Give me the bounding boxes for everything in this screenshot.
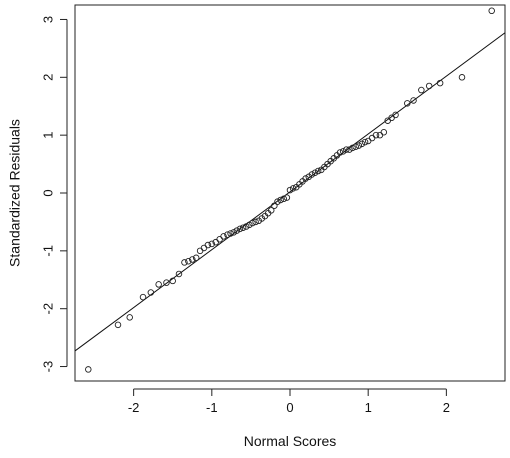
y-axis-title: Standardized Residuals: [7, 119, 23, 267]
y-tick-label: -2: [40, 303, 55, 315]
data-point: [355, 142, 363, 149]
data-point: [277, 196, 284, 204]
data-point: [147, 289, 155, 296]
data-point: [163, 279, 170, 286]
data-point: [175, 270, 183, 278]
data-point: [267, 207, 275, 214]
data-point: [425, 82, 433, 90]
y-tick-label: 1: [40, 132, 55, 139]
data-point: [339, 148, 347, 155]
data-point: [376, 131, 384, 139]
data-point: [242, 223, 250, 230]
data-point: [346, 146, 353, 153]
data-point: [352, 143, 359, 150]
data-point: [308, 171, 316, 178]
data-point: [204, 241, 212, 249]
data-point: [274, 198, 281, 205]
data-point: [283, 194, 291, 201]
x-axis: -2 -1 0 1 2: [128, 388, 450, 415]
data-point: [169, 277, 176, 285]
data-point: [200, 244, 208, 252]
data-point: [252, 218, 259, 226]
x-axis-title: Normal Scores: [244, 433, 337, 449]
data-point: [488, 7, 495, 15]
y-tick-label: -3: [40, 361, 55, 373]
y-tick-label: 0: [40, 189, 55, 196]
reference-line: [75, 32, 505, 352]
data-point: [271, 202, 278, 209]
data-point: [458, 74, 466, 81]
data-point: [289, 185, 297, 192]
data-point: [216, 236, 223, 243]
data-point: [311, 169, 319, 177]
data-point: [343, 146, 350, 153]
data-point: [358, 140, 366, 148]
data-point: [196, 247, 204, 255]
data-point: [280, 195, 287, 203]
data-point: [249, 219, 256, 227]
data-point: [368, 134, 376, 142]
y-tick-label: -1: [40, 245, 55, 257]
data-point: [189, 256, 196, 263]
y-tick-label: 3: [40, 16, 55, 23]
data-point: [239, 224, 247, 231]
data-point: [361, 138, 369, 146]
data-point: [410, 97, 417, 104]
data-point: [404, 100, 411, 107]
data-point: [380, 129, 388, 136]
data-point: [436, 79, 444, 87]
data-point: [181, 259, 188, 266]
data-point: [349, 144, 356, 152]
data-point: [227, 230, 234, 237]
data-point: [220, 233, 227, 240]
data-point: [314, 167, 322, 175]
data-point: [208, 240, 216, 248]
data-point: [372, 131, 380, 139]
reference-line-group: [75, 32, 505, 352]
data-point: [302, 175, 309, 182]
x-tick-label: 2: [443, 400, 450, 415]
y-tick-label: 2: [40, 74, 55, 81]
data-point: [224, 231, 231, 238]
data-point: [155, 281, 162, 288]
x-tick-label: 0: [286, 400, 293, 415]
data-point: [85, 366, 92, 373]
y-axis: -3 -2 -1 0 1 2 3: [40, 16, 68, 373]
x-tick-label: -1: [206, 400, 218, 415]
x-tick-label: -2: [128, 400, 140, 415]
data-point: [418, 86, 425, 94]
plot-frame: [74, 4, 506, 382]
data-point: [192, 254, 200, 262]
data-point: [392, 111, 399, 119]
x-tick-label: 1: [365, 400, 372, 415]
data-point: [233, 227, 241, 234]
data-point: [126, 314, 133, 321]
data-point: [246, 221, 253, 229]
data-point: [236, 225, 244, 233]
points-group: [85, 7, 495, 373]
data-point: [185, 258, 192, 265]
data-point: [230, 229, 237, 236]
data-point: [139, 293, 147, 301]
data-point: [114, 321, 122, 329]
data-point: [286, 186, 294, 194]
data-point: [336, 149, 344, 156]
